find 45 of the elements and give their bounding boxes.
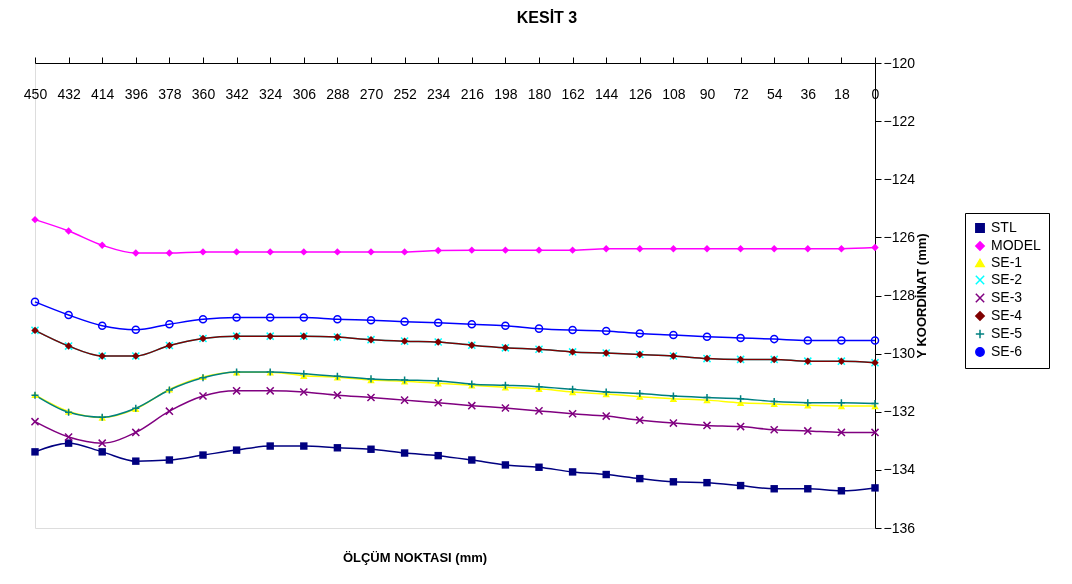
x-tick-label: 216 xyxy=(460,85,485,102)
x-tick-label: 396 xyxy=(124,85,149,102)
legend-label: MODEL xyxy=(991,237,1041,253)
x-tick-label: 288 xyxy=(326,85,350,102)
legend-label: SE-6 xyxy=(991,343,1023,359)
legend-label: SE-5 xyxy=(991,325,1023,341)
x-tick-label: 126 xyxy=(628,85,653,102)
legend-label: STL xyxy=(991,219,1017,235)
x-tick-label: 306 xyxy=(292,85,317,102)
y-tick-label: −134 xyxy=(883,461,916,478)
x-tick-label: 72 xyxy=(733,85,750,102)
y-tick-label: −120 xyxy=(883,54,916,71)
x-tick-label: 234 xyxy=(427,85,451,102)
x-tick-label: 450 xyxy=(23,85,48,102)
x-tick-label: 432 xyxy=(57,85,81,102)
x-tick-label: 378 xyxy=(158,85,182,102)
x-tick-label: 270 xyxy=(359,85,384,102)
y-tick-label: −130 xyxy=(883,345,916,362)
y-axis-title: Y KOORDİNAT (mm) xyxy=(914,233,930,359)
x-tick-label: 342 xyxy=(225,85,249,102)
x-tick-label: 108 xyxy=(662,85,686,102)
y-tick-label: −122 xyxy=(883,112,916,129)
x-tick-label: 180 xyxy=(527,85,552,102)
x-tick-label: 162 xyxy=(561,85,585,102)
legend-label: SE-2 xyxy=(991,271,1023,287)
x-tick-label: 324 xyxy=(259,85,283,102)
y-tick-label: −124 xyxy=(883,170,916,187)
x-tick-label: 198 xyxy=(494,85,518,102)
legend-label: SE-4 xyxy=(991,307,1023,323)
y-tick-label: −132 xyxy=(883,403,916,420)
y-tick-label: −136 xyxy=(883,519,916,536)
x-tick-label: 414 xyxy=(91,85,115,102)
x-tick-label: 18 xyxy=(834,85,850,102)
x-tick-label: 90 xyxy=(699,85,716,102)
chart-title: KESİT 3 xyxy=(516,9,578,26)
x-tick-label: 54 xyxy=(766,85,783,102)
legend-label: SE-3 xyxy=(991,289,1023,305)
y-tick-label: −126 xyxy=(883,228,916,245)
x-tick-label: 144 xyxy=(595,85,619,102)
x-tick-label: 252 xyxy=(393,85,417,102)
legend-label: SE-1 xyxy=(991,254,1023,270)
x-axis-title: ÖLÇÜM NOKTASI (mm) xyxy=(342,550,488,565)
x-tick-label: 360 xyxy=(191,85,216,102)
x-tick-label: 36 xyxy=(800,85,817,102)
y-tick-label: −128 xyxy=(883,287,916,303)
